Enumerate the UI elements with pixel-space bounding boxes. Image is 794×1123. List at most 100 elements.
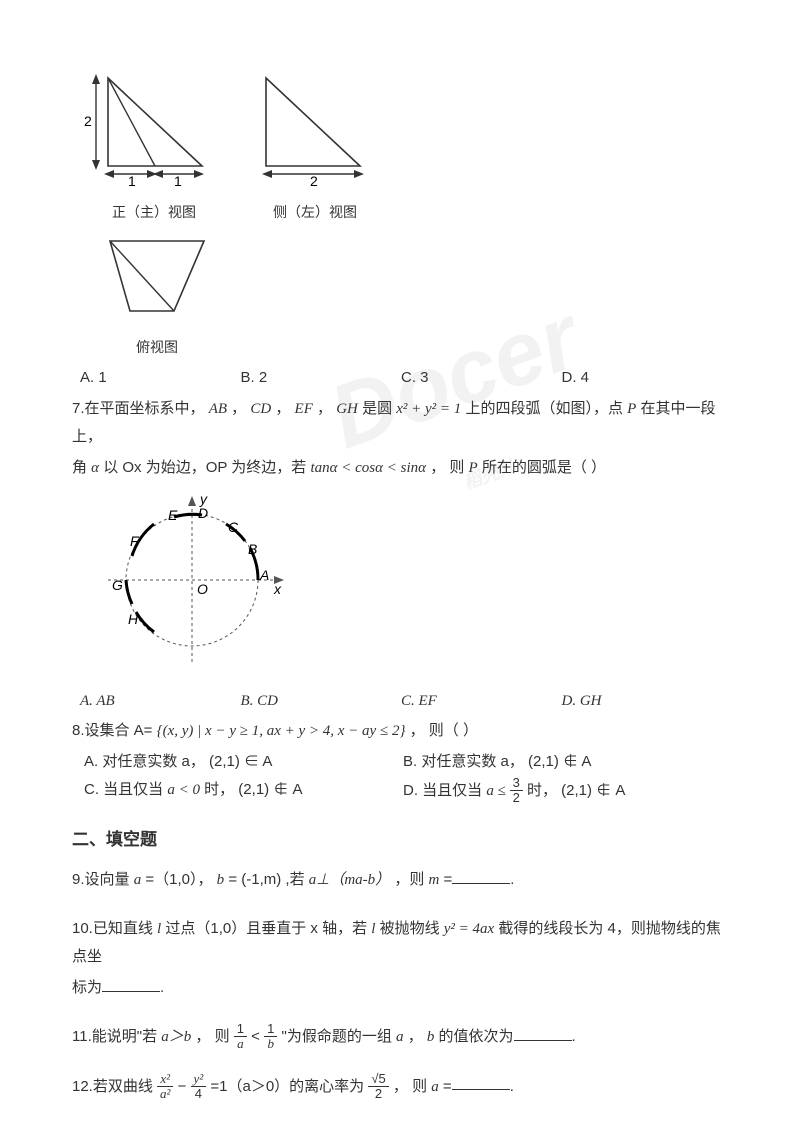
q11-a: a (396, 1029, 404, 1045)
q7-l2a: 角 (72, 459, 91, 476)
q7-l2d: 所在的圆弧是（ ） (482, 459, 606, 476)
q6-opt-B: B. 2 (241, 364, 402, 393)
q7-opt-B: B. CD (241, 687, 402, 716)
q11-f1b-d: b (264, 1037, 277, 1051)
q11-frac1b: 1b (264, 1022, 277, 1052)
lbl-A: A (259, 567, 269, 583)
q6-opt-A: A. 1 (80, 364, 241, 393)
side-view: 2 侧（左）视图 (250, 66, 380, 225)
q8-D-frac-d: 2 (510, 791, 523, 805)
q8-opt-A: A. 对任意实数 a， (2,1) ∈ A (84, 748, 403, 777)
q9-ta: 9.设向量 (72, 871, 134, 888)
lbl-F: F (130, 533, 140, 549)
lbl-H: H (128, 611, 139, 627)
q9-blank (452, 868, 510, 884)
q10-line2: 标为. (72, 974, 722, 1003)
q11-f1a-n: 1 (234, 1022, 247, 1037)
q12-blank (452, 1074, 510, 1090)
q10-l: l (157, 921, 161, 937)
q7-opt-C: C. EF (401, 687, 562, 716)
q12-tb: =1（a＞0）的离心率为 (210, 1077, 368, 1094)
q12-a: a (431, 1078, 439, 1094)
q8-text: 8.设集合 A= {(x, y) | x − y ≥ 1, ax + y > 4… (72, 717, 722, 746)
q10-period: . (160, 979, 164, 996)
q12-fx-d: a² (157, 1087, 173, 1101)
q6-opt-C: C. 3 (401, 364, 562, 393)
q10-te: 标为 (72, 979, 102, 996)
q8-C-cond: a < 0 (167, 782, 200, 798)
q10-blank (102, 976, 160, 992)
side-view-svg: 2 (250, 66, 380, 186)
q6-options: A. 1 B. 2 C. 3 D. 4 (80, 364, 722, 393)
dim-1b: 1 (174, 173, 182, 186)
q9-a: a (134, 872, 142, 888)
q9: 9.设向量 a =（1,0）， b = (-1,m) ,若 a⊥（ma-b） ，… (72, 866, 722, 895)
q7-t2: 是圆 (362, 400, 396, 417)
q8-ta: 8.设集合 A= (72, 722, 157, 739)
q7-line1: 7.在平面坐标系中， AB ， CD ， EF ， GH 是圆 x² + y² … (72, 395, 722, 452)
q6-figure: 2 1 1 正（主）视图 2 (84, 66, 722, 360)
lbl-D: D (198, 505, 208, 521)
q11-tb: ， 则 (195, 1028, 233, 1045)
q12-fracy: y²4 (191, 1072, 207, 1102)
q8-D-frac-n: 3 (510, 776, 523, 791)
q12: 12.若双曲线 x²a² − y²4 =1（a＞0）的离心率为 √52 ， 则 … (72, 1072, 722, 1102)
q9-tb: ，则 (394, 871, 428, 888)
arc-EF: EF (295, 401, 313, 417)
q7-t1: 7.在平面坐标系中， (72, 400, 205, 417)
q11-te: 的值依次为 (439, 1028, 514, 1045)
front-view: 2 1 1 正（主）视图 (84, 66, 224, 225)
q11-lt: < (251, 1028, 264, 1045)
front-view-svg: 2 1 1 (84, 66, 224, 186)
q12-period: . (510, 1077, 514, 1094)
lbl-x: x (273, 581, 282, 597)
q7-l2c: ， 则 (430, 459, 468, 476)
q12-fy-n: y² (191, 1072, 207, 1087)
q11-tc: "为假命题的一组 (282, 1028, 397, 1045)
q9-perp: a⊥（ma-b） (309, 872, 390, 888)
lbl-G: G (112, 577, 123, 593)
q12-tc: ， 则 (393, 1077, 431, 1094)
q7-figure: O x y A B C D E F G H (92, 490, 722, 681)
lbl-O: O (197, 581, 208, 597)
front-view-label: 正（主）视图 (84, 199, 224, 226)
q8-D-a: a ≤ (486, 783, 509, 799)
q8-D-pre: D. 当且仅当 (403, 782, 486, 799)
q6-opt-D: D. 4 (562, 364, 723, 393)
q9-eqb: = (-1,m) ,若 (228, 871, 308, 888)
q7-P: P (627, 401, 636, 417)
q7-alpha: α (91, 460, 99, 476)
q10-tb: 过点（1,0）且垂直于 x 轴，若 (165, 920, 371, 937)
q11-f1b-n: 1 (264, 1022, 277, 1037)
q8-set: {(x, y) | x − y ≥ 1, ax + y > 4, x − ay … (157, 723, 406, 739)
lbl-C: C (228, 519, 239, 535)
q10-eq: y² = 4ax (444, 921, 494, 937)
q10-ta: 10.已知直线 (72, 920, 157, 937)
arc-GH: GH (336, 401, 358, 417)
q7-opt-D: D. GH (562, 687, 723, 716)
q8-opt-C: C. 当且仅当 a < 0 时， (2,1) ∉ A (84, 776, 403, 806)
q7-options: A. AB B. CD C. EF D. GH (80, 687, 722, 716)
q12-frace: √52 (368, 1072, 388, 1102)
q8-C-pre: C. 当且仅当 (84, 781, 167, 798)
q9-eq: = (444, 871, 453, 888)
lbl-E: E (168, 507, 178, 523)
q7-ineq: tanα < cosα < sinα (310, 460, 426, 476)
q12-minus: − (178, 1077, 191, 1094)
top-view-label: 俯视图 (92, 334, 222, 361)
q11-blank (514, 1025, 572, 1041)
q7-line2: 角 α 以 Ox 为始边，OP 为终边，若 tanα < cosα < sinα… (72, 454, 722, 483)
q12-fy-d: 4 (191, 1087, 207, 1101)
arc-CD: CD (250, 401, 271, 417)
top-view-svg (92, 231, 222, 321)
q7-circle-svg: O x y A B C D E F G H (92, 490, 292, 670)
q8-D-frac: 32 (510, 776, 523, 806)
top-view: 俯视图 (92, 231, 722, 360)
q12-fracx: x²a² (157, 1072, 173, 1102)
q11-b: b (427, 1029, 435, 1045)
q8-tb: ， 则（ ） (410, 722, 478, 739)
side-view-label: 侧（左）视图 (250, 199, 380, 226)
q12-fe-n: √5 (368, 1072, 388, 1087)
q9-b: b (217, 872, 225, 888)
dim-2: 2 (84, 113, 92, 129)
